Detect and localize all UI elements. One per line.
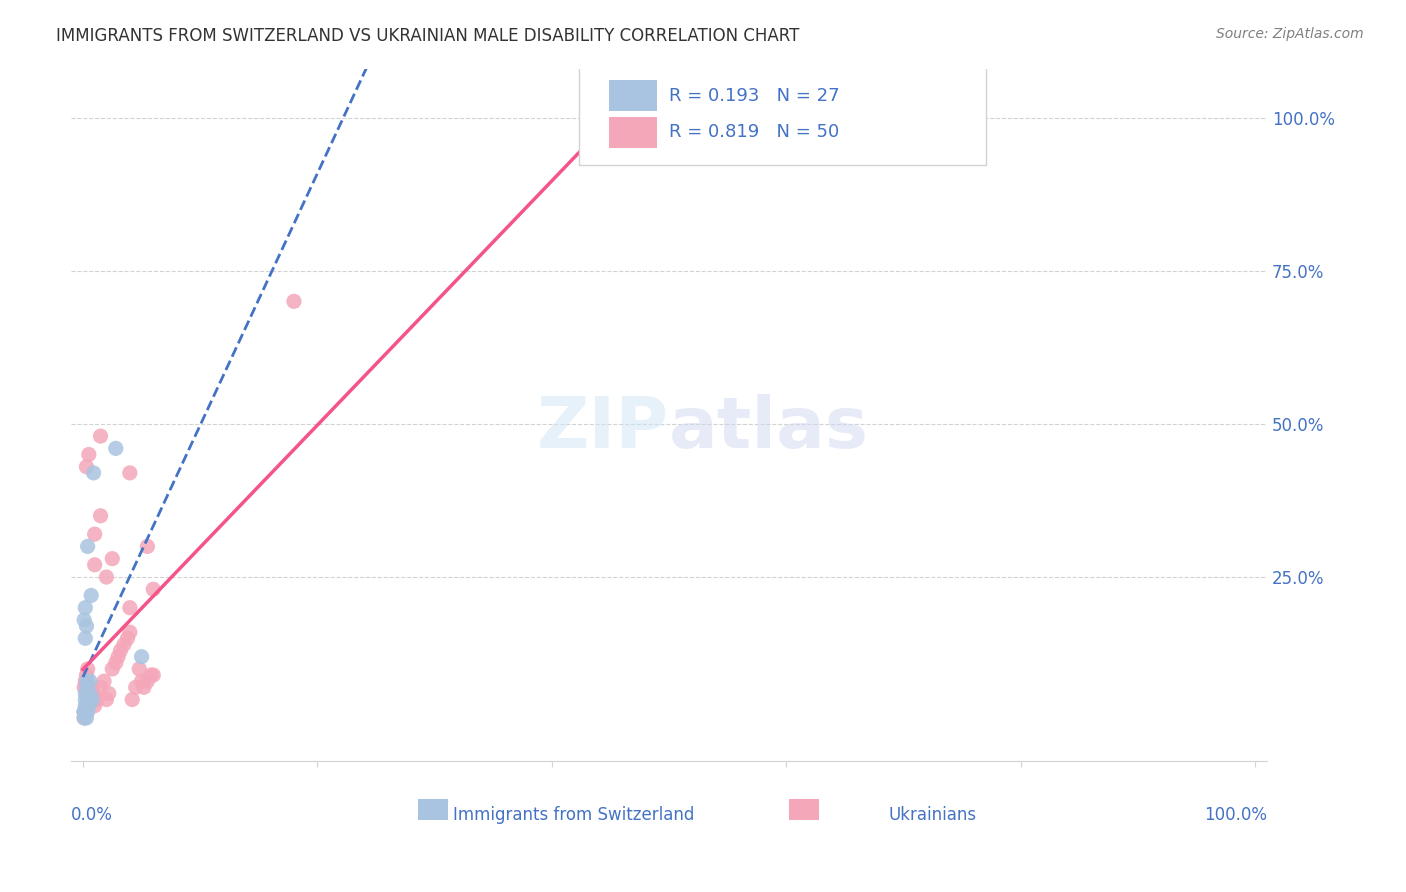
Point — [73, 711, 96, 725]
Point — [77, 692, 100, 706]
Point — [75, 692, 97, 706]
Point — [79, 674, 101, 689]
Point — [90, 681, 112, 695]
Point — [76, 705, 98, 719]
Point — [96, 692, 118, 706]
Point — [80, 681, 103, 695]
Point — [73, 711, 96, 725]
Point — [80, 589, 103, 603]
Point — [97, 686, 120, 700]
Point — [76, 705, 98, 719]
Point — [73, 705, 96, 719]
Point — [121, 692, 143, 706]
Point — [136, 540, 159, 554]
Point — [77, 698, 100, 713]
Point — [139, 668, 162, 682]
Text: R = 0.193   N = 27: R = 0.193 N = 27 — [669, 87, 839, 104]
Point — [77, 686, 100, 700]
Point — [86, 692, 108, 706]
Text: R = 0.819   N = 50: R = 0.819 N = 50 — [669, 123, 839, 141]
Point — [93, 674, 115, 689]
FancyBboxPatch shape — [609, 117, 657, 148]
Point — [76, 692, 98, 706]
Point — [118, 600, 141, 615]
Point — [79, 686, 101, 700]
Point — [128, 662, 150, 676]
Point — [599, 128, 621, 143]
Text: Immigrants from Switzerland: Immigrants from Switzerland — [453, 805, 695, 824]
Point — [76, 674, 98, 689]
Point — [107, 649, 129, 664]
Point — [83, 466, 105, 480]
Text: 100.0%: 100.0% — [1204, 805, 1267, 824]
Text: Ukrainians: Ukrainians — [889, 805, 976, 824]
Point — [132, 681, 155, 695]
Point — [101, 662, 124, 676]
Point — [118, 625, 141, 640]
Point — [110, 643, 132, 657]
FancyBboxPatch shape — [418, 799, 449, 820]
Point — [96, 570, 118, 584]
Point — [73, 613, 96, 627]
Text: atlas: atlas — [669, 394, 869, 463]
Point — [136, 674, 159, 689]
Point — [75, 705, 97, 719]
Point — [117, 632, 139, 646]
Point — [104, 656, 127, 670]
Point — [75, 705, 97, 719]
Point — [90, 508, 112, 523]
Text: ZIP: ZIP — [537, 394, 669, 463]
Point — [90, 429, 112, 443]
Point — [76, 681, 98, 695]
Point — [76, 459, 98, 474]
Point — [283, 294, 305, 309]
Point — [131, 649, 153, 664]
Text: Source: ZipAtlas.com: Source: ZipAtlas.com — [1216, 27, 1364, 41]
Point — [142, 668, 165, 682]
Point — [75, 674, 97, 689]
FancyBboxPatch shape — [609, 80, 657, 112]
Point — [112, 637, 135, 651]
Point — [82, 692, 104, 706]
Point — [83, 686, 105, 700]
Point — [142, 582, 165, 597]
Point — [83, 558, 105, 572]
Point — [101, 551, 124, 566]
Point — [76, 692, 98, 706]
Point — [76, 668, 98, 682]
Point — [131, 674, 153, 689]
Text: 0.0%: 0.0% — [72, 805, 112, 824]
Point — [79, 686, 101, 700]
Point — [76, 662, 98, 676]
Point — [118, 466, 141, 480]
Point — [73, 681, 96, 695]
Point — [104, 442, 127, 456]
Point — [75, 698, 97, 713]
Point — [76, 540, 98, 554]
Point — [76, 711, 98, 725]
Point — [76, 698, 98, 713]
Point — [76, 619, 98, 633]
Point — [125, 681, 148, 695]
FancyBboxPatch shape — [789, 799, 818, 820]
Point — [75, 686, 97, 700]
Point — [75, 600, 97, 615]
Text: IMMIGRANTS FROM SWITZERLAND VS UKRAINIAN MALE DISABILITY CORRELATION CHART: IMMIGRANTS FROM SWITZERLAND VS UKRAINIAN… — [56, 27, 800, 45]
Point — [83, 527, 105, 541]
Point — [75, 632, 97, 646]
FancyBboxPatch shape — [579, 58, 986, 165]
Point — [73, 705, 96, 719]
Point — [82, 692, 104, 706]
Point — [77, 698, 100, 713]
Point — [83, 698, 105, 713]
Point — [77, 448, 100, 462]
Point — [73, 705, 96, 719]
